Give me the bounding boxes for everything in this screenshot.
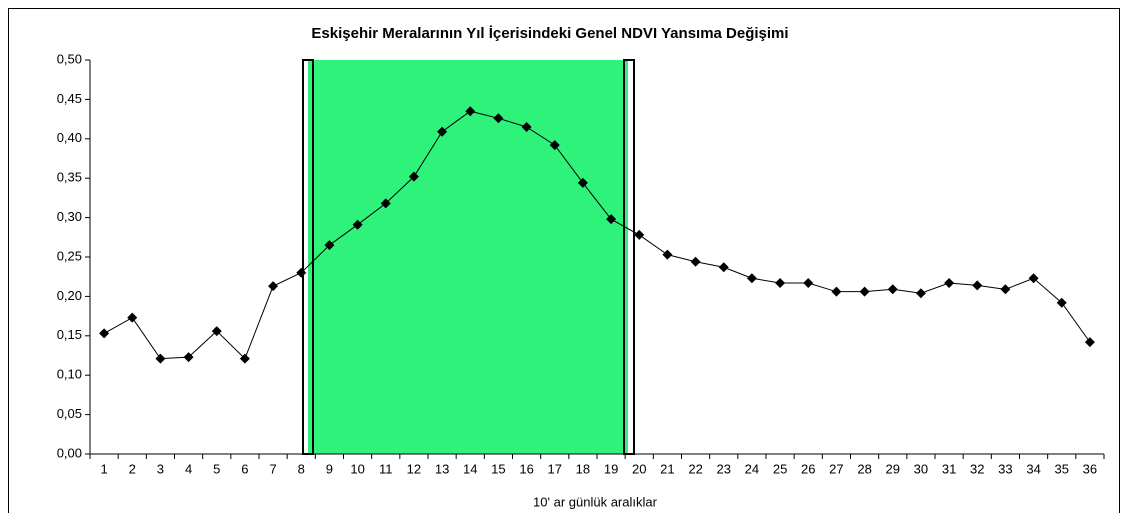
x-axis-label: 10' ar günlük aralıklar <box>533 494 658 509</box>
data-point <box>1056 297 1067 308</box>
data-point <box>887 284 898 295</box>
data-point <box>155 353 166 364</box>
data-point <box>437 126 448 137</box>
y-tick-label: 0,45 <box>57 91 82 106</box>
data-point <box>493 113 504 124</box>
data-point <box>606 214 617 225</box>
data-point <box>324 240 335 251</box>
x-tick-label: 8 <box>298 461 305 476</box>
x-tick-label: 4 <box>185 461 192 476</box>
x-tick-label: 5 <box>213 461 220 476</box>
x-tick-label: 11 <box>379 461 393 476</box>
data-point <box>831 286 842 297</box>
x-tick-label: 16 <box>519 461 533 476</box>
data-point <box>972 280 983 291</box>
x-tick-label: 17 <box>548 461 562 476</box>
y-tick-label: 0,15 <box>57 327 82 342</box>
data-point <box>1028 273 1039 284</box>
x-tick-label: 1 <box>100 461 107 476</box>
x-tick-label: 36 <box>1083 461 1097 476</box>
y-tick-label: 0,00 <box>57 445 82 460</box>
data-point <box>746 273 757 284</box>
y-tick-label: 0,50 <box>57 51 82 66</box>
x-tick-label: 27 <box>829 461 843 476</box>
data-point <box>634 229 645 240</box>
data-point <box>775 278 786 289</box>
y-tick-label: 0,40 <box>57 130 82 145</box>
y-tick-label: 0,20 <box>57 288 82 303</box>
x-tick-label: 21 <box>660 461 674 476</box>
data-point <box>803 278 814 289</box>
x-tick-label: 12 <box>407 461 421 476</box>
x-tick-label: 7 <box>269 461 276 476</box>
x-tick-label: 13 <box>435 461 449 476</box>
data-point <box>944 278 955 289</box>
x-tick-label: 10 <box>350 461 364 476</box>
data-point <box>408 171 419 182</box>
x-tick-label: 15 <box>491 461 505 476</box>
x-tick-label: 9 <box>326 461 333 476</box>
y-tick-label: 0,25 <box>57 248 82 263</box>
x-tick-label: 18 <box>576 461 590 476</box>
x-tick-label: 14 <box>463 461 477 476</box>
data-point <box>577 177 588 188</box>
x-tick-label: 26 <box>801 461 815 476</box>
x-tick-label: 35 <box>1055 461 1069 476</box>
data-point <box>239 353 250 364</box>
x-tick-label: 30 <box>914 461 928 476</box>
data-point <box>352 219 363 230</box>
data-point <box>718 262 729 273</box>
x-tick-label: 24 <box>745 461 759 476</box>
x-tick-label: 6 <box>241 461 248 476</box>
data-point <box>690 256 701 267</box>
y-tick-label: 0,10 <box>57 367 82 382</box>
data-point <box>380 198 391 209</box>
x-tick-label: 22 <box>688 461 702 476</box>
x-tick-label: 29 <box>886 461 900 476</box>
data-point <box>662 249 673 260</box>
x-tick-label: 31 <box>942 461 956 476</box>
x-tick-label: 3 <box>157 461 164 476</box>
data-line <box>103 110 1091 360</box>
data-point <box>465 106 476 117</box>
x-tick-label: 19 <box>604 461 618 476</box>
data-point <box>211 326 222 337</box>
x-tick-label: 33 <box>998 461 1012 476</box>
x-tick-label: 28 <box>857 461 871 476</box>
x-tick-label: 25 <box>773 461 787 476</box>
x-tick-label: 20 <box>632 461 646 476</box>
x-tick-label: 2 <box>129 461 136 476</box>
data-point <box>127 312 138 323</box>
data-point <box>521 121 532 132</box>
data-point <box>268 281 279 292</box>
x-tick-label: 32 <box>970 461 984 476</box>
data-point <box>183 352 194 363</box>
data-point <box>859 286 870 297</box>
highlight-band <box>308 60 628 454</box>
data-point <box>1000 284 1011 295</box>
y-tick-label: 0,30 <box>57 209 82 224</box>
chart-title: Eskişehir Meralarının Yıl İçerisindeki G… <box>311 25 788 42</box>
x-tick-label: 34 <box>1026 461 1040 476</box>
x-tick-label: 23 <box>717 461 731 476</box>
data-point <box>549 140 560 151</box>
data-point <box>915 288 926 299</box>
y-tick-label: 0,05 <box>57 406 82 421</box>
data-point <box>296 267 307 278</box>
y-tick-label: 0,35 <box>57 170 82 185</box>
data-point <box>1084 337 1095 348</box>
data-point <box>99 328 110 339</box>
chart-frame <box>8 8 1120 513</box>
